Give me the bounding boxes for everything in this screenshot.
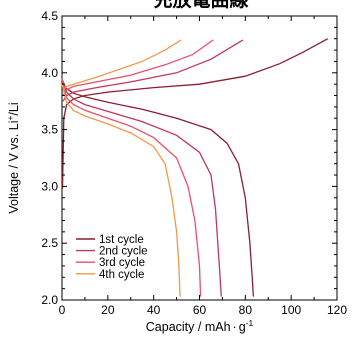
y-tick-label: 4.0 xyxy=(41,66,58,80)
series-group xyxy=(61,38,329,297)
series-4-discharge-line xyxy=(61,84,181,297)
series-1-discharge-line xyxy=(61,81,255,297)
legend-label: 2nd cycle xyxy=(99,246,148,258)
x-tick-label: 80 xyxy=(239,303,253,317)
series-4 xyxy=(61,39,182,297)
y-tick-label: 3.5 xyxy=(41,123,58,137)
legend-label: 1st cycle xyxy=(99,234,144,246)
y-tick-label: 2.0 xyxy=(41,293,58,307)
y-tick-label: 2.5 xyxy=(41,236,58,250)
legend-label: 4th cycle xyxy=(99,269,144,281)
x-tick-label: 40 xyxy=(147,303,161,317)
series-2-discharge-line xyxy=(61,78,222,297)
series-3-discharge-line xyxy=(61,78,202,297)
series-3-charge-line xyxy=(62,39,214,96)
x-tick-label: 20 xyxy=(101,303,115,317)
series-2-charge-line xyxy=(62,39,244,102)
series-2 xyxy=(61,39,244,297)
series-1 xyxy=(61,38,329,297)
axes-group: 0 20 40 60 80 100 120 2.0 2.5 3.0 3.5 4.0 4.5 xyxy=(41,9,347,317)
y-tick-label: 3.0 xyxy=(41,179,58,193)
x-tick-label: 120 xyxy=(327,303,347,317)
series-3 xyxy=(61,39,214,297)
y-tick-label: 4.5 xyxy=(41,9,58,23)
chart-title: 充放電曲線 xyxy=(153,0,248,11)
series-1-charge-line xyxy=(61,38,329,189)
x-tick-label: 60 xyxy=(193,303,207,317)
x-tick-label: 0 xyxy=(59,303,66,317)
x-axis-label: Capacity / mAh · g-1 xyxy=(146,318,254,334)
series-4-charge-line xyxy=(62,39,182,91)
legend-label: 3rd cycle xyxy=(99,257,145,269)
y-axis-label: Voltage / V vs. Li+/Li xyxy=(5,102,21,213)
x-tick-label: 100 xyxy=(281,303,301,317)
